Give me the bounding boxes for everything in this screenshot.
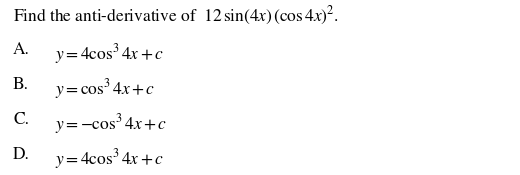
Text: $y = 4\cos^3 4x + c$: $y = 4\cos^3 4x + c$ xyxy=(55,147,163,171)
Text: $y = 4\cos^3 4x + c$: $y = 4\cos^3 4x + c$ xyxy=(55,42,163,66)
Text: Find the anti-derivative of  $12\,\sin(4x)\,(\cos 4x)^{2}$.: Find the anti-derivative of $12\,\sin(4x… xyxy=(13,5,339,27)
Text: D.: D. xyxy=(13,147,30,163)
Text: A.: A. xyxy=(13,42,30,58)
Text: $y = {-}\cos^3 4x + c$: $y = {-}\cos^3 4x + c$ xyxy=(55,112,167,136)
Text: C.: C. xyxy=(13,112,29,128)
Text: $y = \cos^3 4x + c$: $y = \cos^3 4x + c$ xyxy=(55,77,155,101)
Text: B.: B. xyxy=(13,77,29,93)
